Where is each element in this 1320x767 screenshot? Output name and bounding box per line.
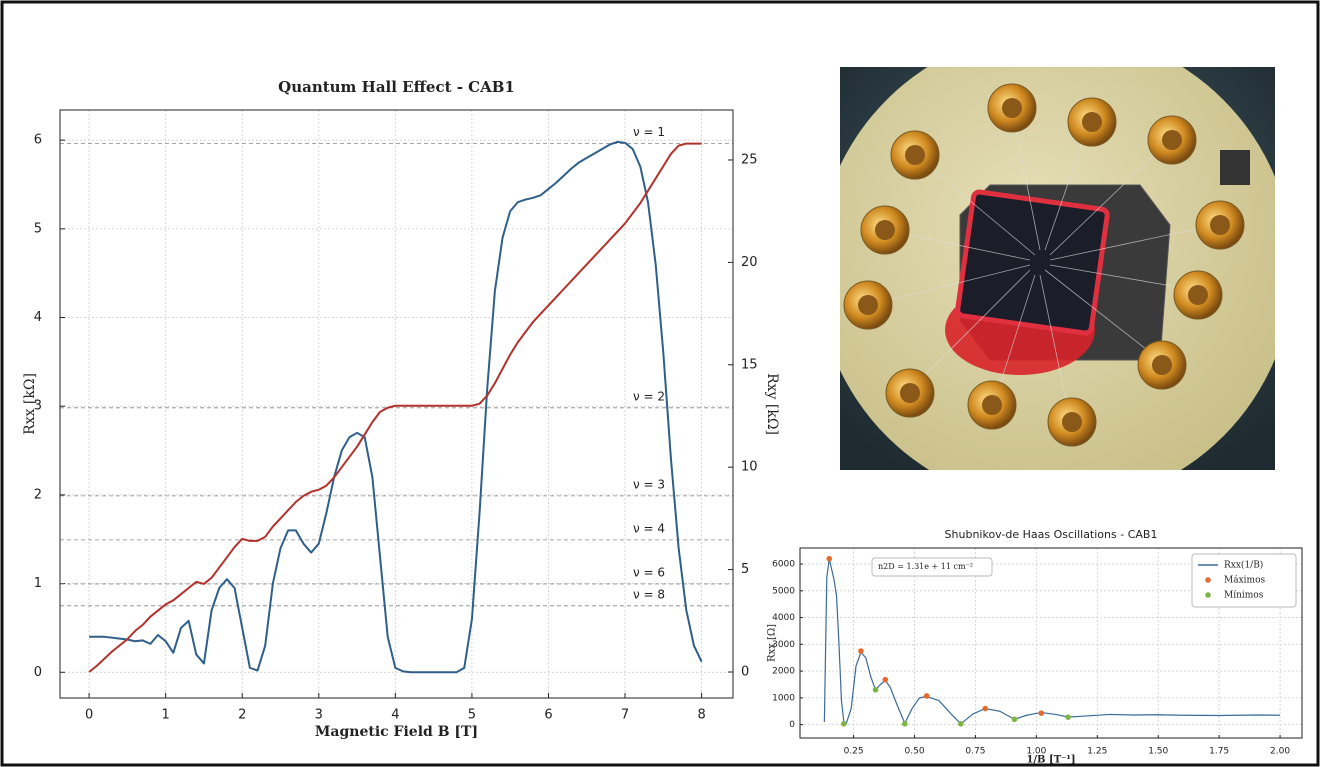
annotation: n2D = 1.31e + 11 cm⁻² [878,562,973,571]
y-tick-label: 1 [34,576,42,591]
plateau-label: ν = 2 [633,389,665,403]
plateau-label: ν = 6 [633,565,665,579]
legend-label: Máximos [1224,575,1265,586]
marker [1012,716,1018,722]
y-tick-label: 4 [34,310,42,325]
marker [841,721,847,727]
legend-swatch [1205,592,1211,598]
y-tick-label: 0 [789,720,795,730]
y2-tick-label: 25 [741,152,758,167]
x-tick-label: 2.00 [1270,747,1290,757]
marker [982,706,988,712]
y-tick-label: 2000 [772,667,795,677]
x-tick-label: 4 [391,708,399,723]
marker [858,648,864,654]
x-tick-label: 1.50 [1148,747,1168,757]
x-tick-label: 1.25 [1087,747,1107,757]
x-tick-label: 5 [468,708,476,723]
y-tick-label: 6000 [772,560,795,570]
x-tick-label: 0.75 [965,747,985,757]
x-tick-label: 0.50 [905,747,925,757]
x-tick-label: 3 [315,708,323,723]
x-axis-label: 1/B [T⁻¹] [1026,755,1075,766]
x-tick-label: 0 [85,708,93,723]
x-axis-label: Magnetic Field B [T] [315,724,478,740]
legend-label: Mínimos [1224,590,1264,601]
legend-label: Rxx(1/B) [1224,560,1263,571]
marker [826,556,832,562]
y2-tick-label: 20 [741,255,758,270]
x-tick-label: 2 [238,708,246,723]
x-tick-label: 1.75 [1209,747,1229,757]
photo [817,30,1293,506]
y2-tick-label: 5 [741,562,749,577]
marker [873,687,879,693]
y-tick-label: 2 [34,487,42,502]
y-tick-label: 6 [34,133,42,148]
marker [958,721,964,727]
y-tick-label: 1000 [772,693,795,703]
y-axis-label: Rxx [kΩ] [22,373,38,435]
screenshot: 01234567801234560510152025ν = 1ν = 2ν = … [0,0,1320,767]
plateau-label: ν = 1 [633,125,665,139]
marker [902,721,908,727]
marker [1038,710,1044,716]
y-tick-label: 4000 [772,613,795,623]
x-tick-label: 1 [162,708,170,723]
x-tick-label: 6 [544,708,552,723]
x-tick-label: 8 [697,708,705,723]
chart-title: Quantum Hall Effect - CAB1 [278,78,515,96]
marker [1065,714,1071,720]
y-tick-label: 5 [34,221,42,236]
y2-tick-label: 10 [741,460,758,475]
y2-axis-label: Rxy [kΩ] [764,373,780,435]
y2-tick-label: 15 [741,357,758,372]
plateau-label: ν = 3 [633,477,665,491]
plateau-label: ν = 8 [633,587,665,601]
y-tick-label: 0 [34,665,42,680]
legend-swatch [1205,577,1211,583]
y2-tick-label: 0 [741,664,749,679]
marker [924,693,930,699]
x-tick-label: 7 [621,708,629,723]
plateau-label: ν = 4 [633,521,665,535]
chart-title: Shubnikov-de Haas Oscillations - CAB1 [945,528,1158,541]
y-tick-label: 5000 [772,586,795,596]
marker [882,677,888,683]
y-axis-label: Rxx [Ω] [767,624,778,662]
x-tick-label: 0.25 [844,747,864,757]
